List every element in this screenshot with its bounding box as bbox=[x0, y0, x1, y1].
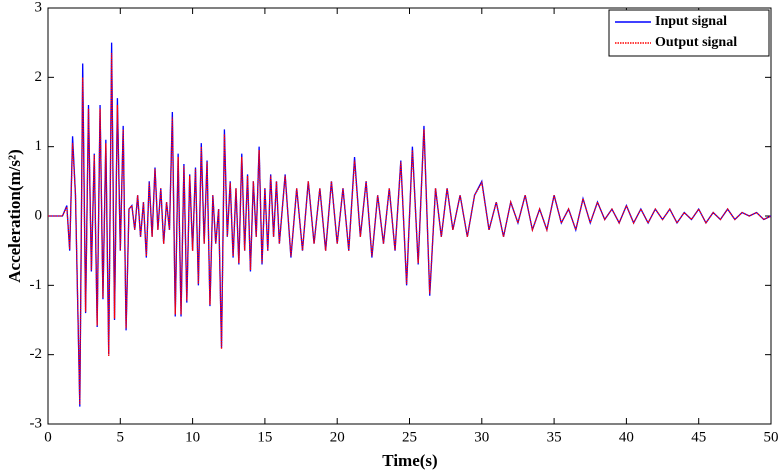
x-tick-label: 20 bbox=[330, 429, 345, 445]
y-tick-label: 3 bbox=[35, 0, 43, 15]
x-tick-label: 0 bbox=[44, 429, 52, 445]
x-tick-label: 50 bbox=[764, 429, 779, 445]
x-axis-label: Time(s) bbox=[382, 451, 437, 470]
y-tick-label: -2 bbox=[30, 346, 43, 362]
x-tick-label: 35 bbox=[547, 429, 562, 445]
y-tick-label: 1 bbox=[35, 138, 43, 154]
x-tick-label: 15 bbox=[257, 429, 272, 445]
x-tick-label: 25 bbox=[402, 429, 417, 445]
y-tick-label: 2 bbox=[35, 69, 43, 85]
y-tick-label: 0 bbox=[35, 207, 43, 223]
legend-label: Output signal bbox=[655, 35, 737, 50]
x-tick-label: 5 bbox=[117, 429, 125, 445]
x-tick-label: 40 bbox=[619, 429, 634, 445]
legend-label: Input signal bbox=[655, 14, 727, 29]
x-tick-label: 30 bbox=[474, 429, 489, 445]
y-tick-label: -1 bbox=[30, 277, 43, 293]
series-line bbox=[48, 53, 772, 405]
legend-box bbox=[608, 9, 770, 57]
x-tick-label: 45 bbox=[691, 429, 706, 445]
y-tick-label: -3 bbox=[30, 415, 43, 431]
y-axis-label: Acceleration(m/s²) bbox=[5, 149, 24, 283]
x-tick-label: 10 bbox=[185, 429, 200, 445]
